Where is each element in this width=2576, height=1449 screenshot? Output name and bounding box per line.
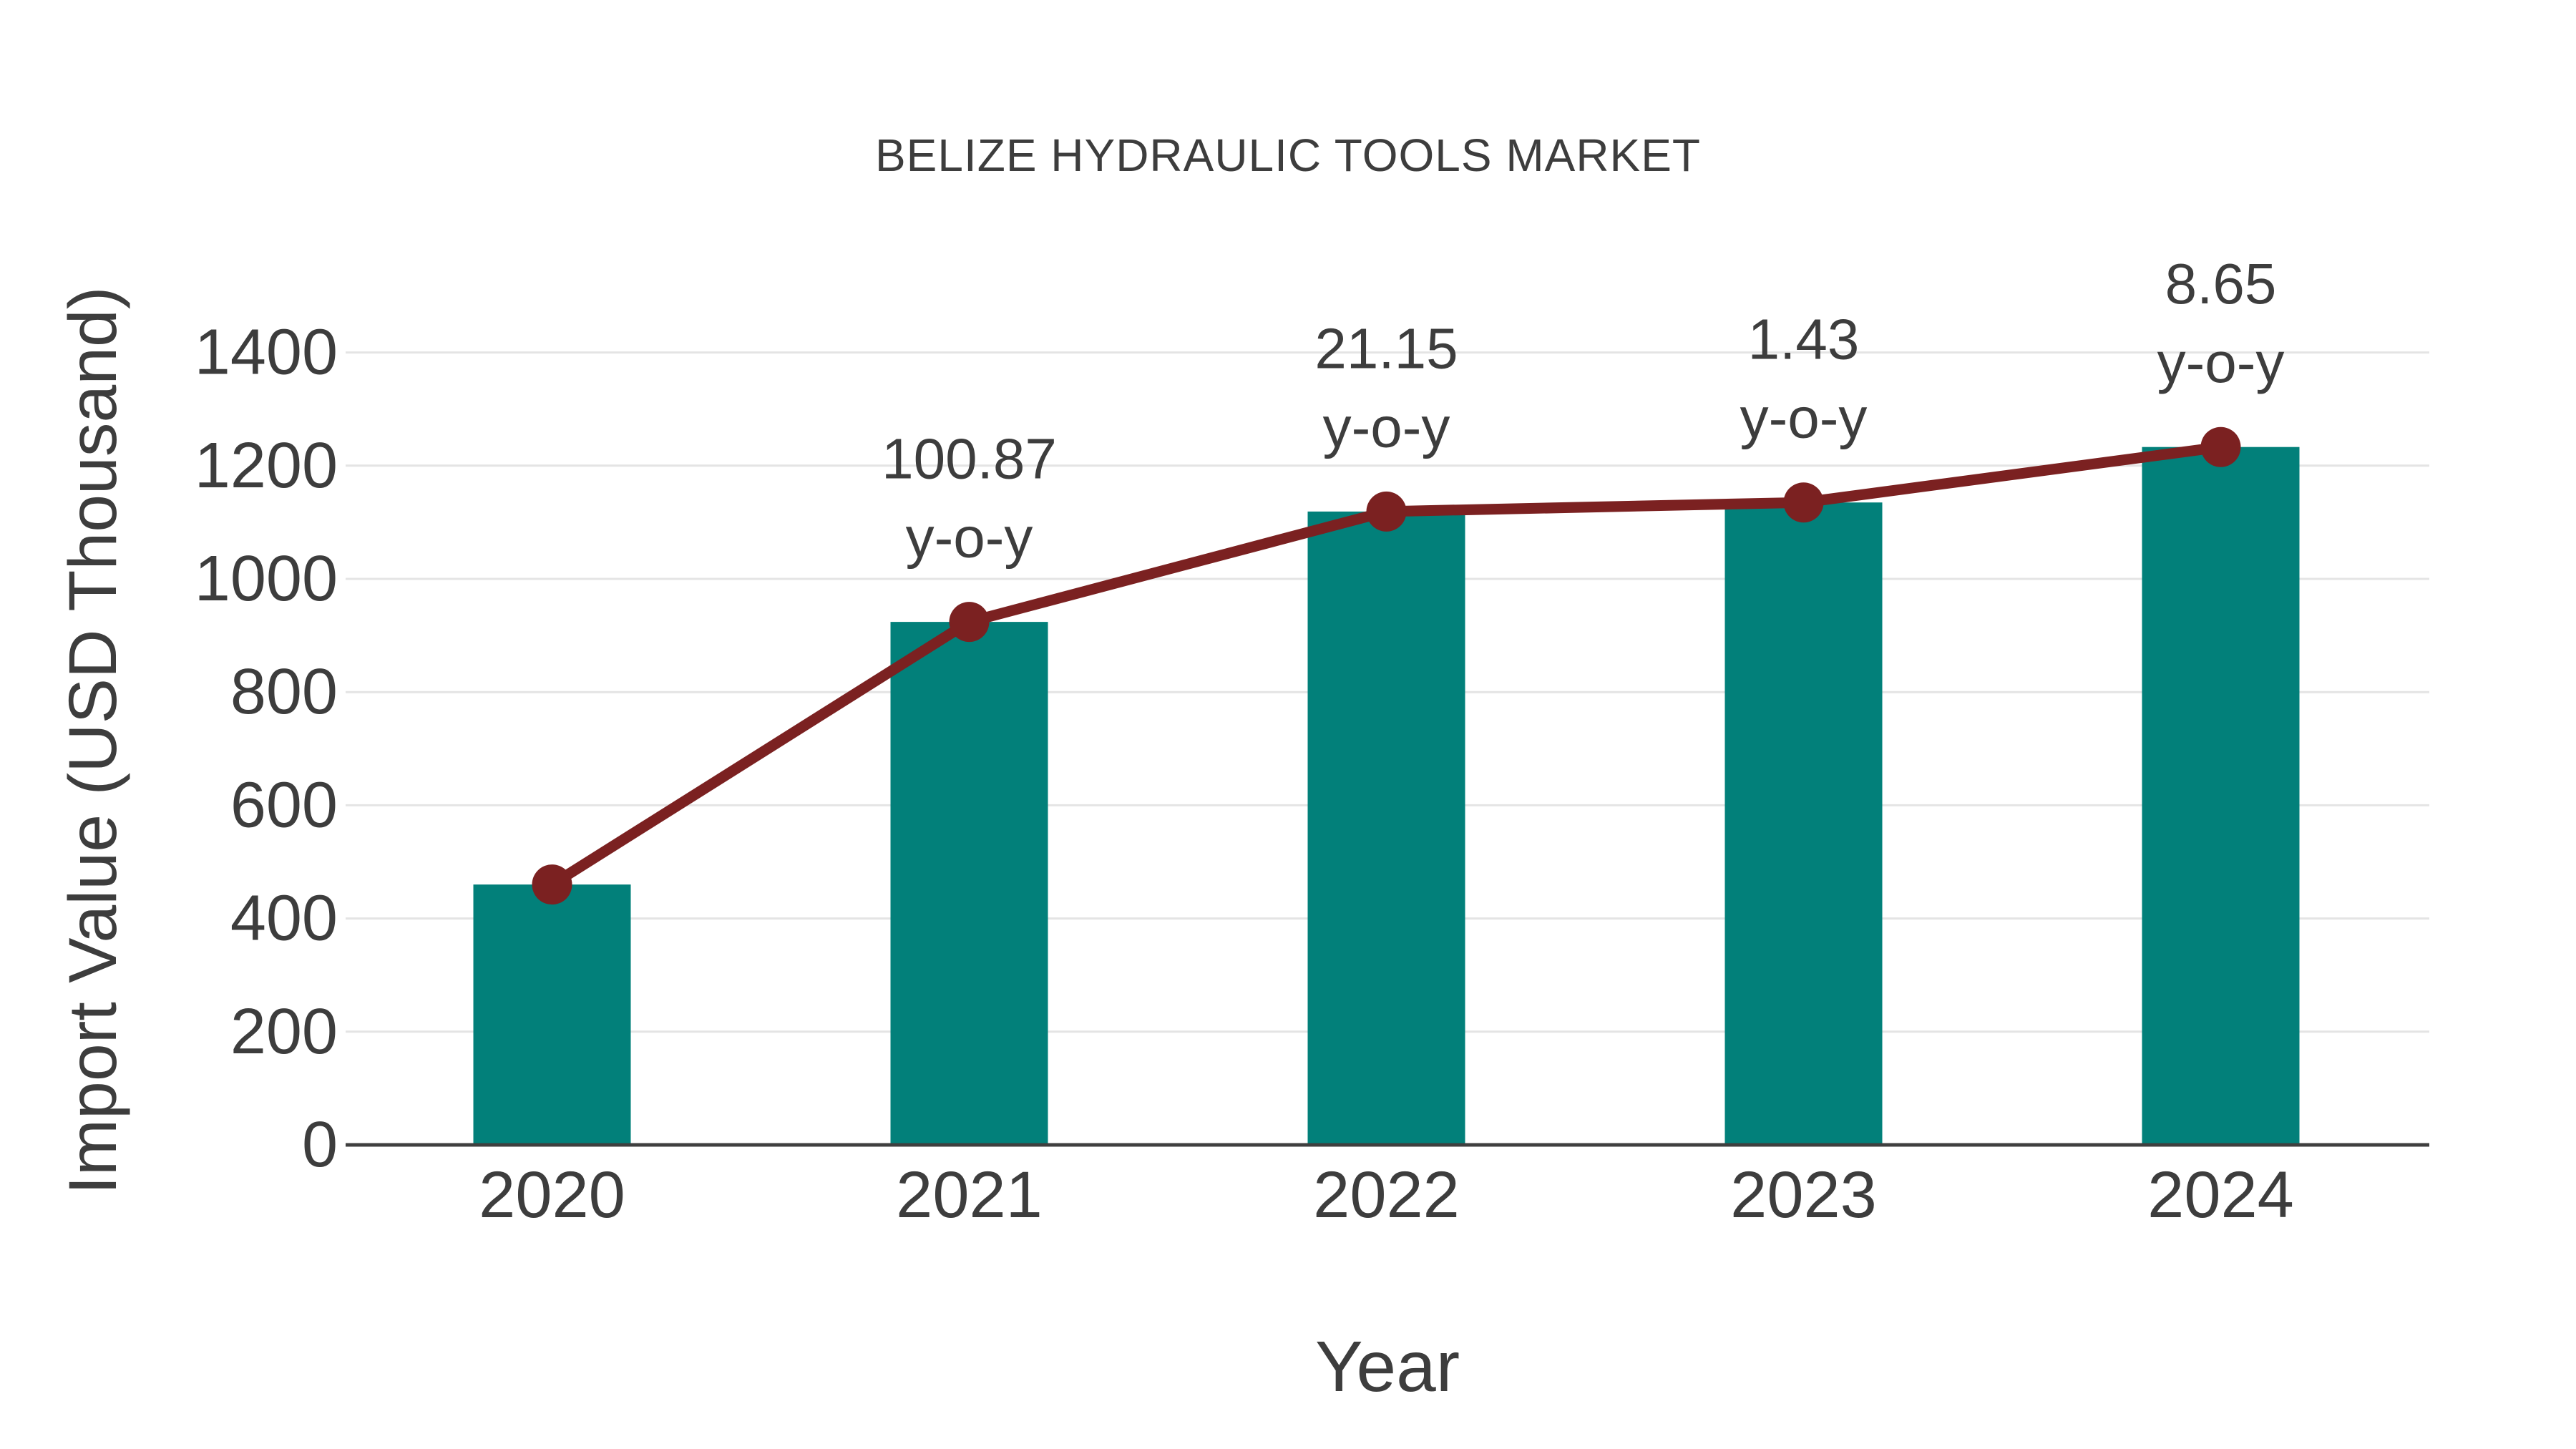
annotation-2021-suffix: y-o-y (906, 506, 1033, 570)
annotation-2024-value: 8.65 (2165, 252, 2277, 316)
x-axis-tick-labels: 2020 2021 2022 2023 2024 (479, 1158, 2294, 1231)
y-tick-label-600: 600 (230, 769, 338, 841)
bar-2023 (1724, 502, 1883, 1145)
trend-marker-2020 (532, 864, 572, 905)
y-tick-label-1200: 1200 (195, 430, 338, 502)
bar-2021 (890, 622, 1048, 1145)
trend-marker-2023 (1783, 482, 1824, 523)
y-tick-label-800: 800 (230, 656, 338, 728)
annotation-2024-suffix: y-o-y (2157, 331, 2285, 394)
trend-line-markers (532, 426, 2241, 905)
bar-2024 (2142, 447, 2300, 1145)
y-axis-tick-labels: 0 200 400 600 800 1000 1200 1400 (195, 317, 338, 1181)
bar-2020 (473, 884, 631, 1145)
annotation-2022-suffix: y-o-y (1323, 395, 1450, 459)
y-tick-label-200: 200 (230, 996, 338, 1068)
annotation-2023-value: 1.43 (1748, 308, 1860, 371)
chart-title: BELIZE HYDRAULIC TOOLS MARKET (875, 130, 1701, 181)
annotation-2021-value: 100.87 (882, 427, 1057, 491)
y-tick-label-1400: 1400 (195, 317, 338, 389)
bar-2022 (1307, 511, 1465, 1145)
annotation-2022-value: 21.15 (1314, 316, 1458, 380)
y-tick-label-0: 0 (302, 1109, 338, 1181)
x-tick-label-2021: 2021 (896, 1158, 1043, 1231)
y-tick-label-1000: 1000 (195, 543, 338, 615)
x-axis-title: Year (1315, 1327, 1460, 1407)
trend-marker-2021 (949, 602, 990, 643)
trend-marker-2022 (1366, 491, 1407, 532)
y-tick-label-400: 400 (230, 883, 338, 955)
trend-marker-2024 (2200, 426, 2241, 467)
x-tick-label-2024: 2024 (2147, 1158, 2294, 1231)
x-tick-label-2023: 2023 (1730, 1158, 1877, 1231)
y-axis-title: Import Value (USD Thousand) (55, 286, 131, 1194)
annotation-2023-suffix: y-o-y (1740, 386, 1868, 450)
x-tick-label-2022: 2022 (1313, 1158, 1460, 1231)
x-tick-label-2020: 2020 (479, 1158, 625, 1231)
yoy-annotations: 100.87 y-o-y 21.15 y-o-y 1.43 y-o-y 8.65 y-o-y (882, 252, 2284, 569)
bar-series (473, 447, 2300, 1145)
